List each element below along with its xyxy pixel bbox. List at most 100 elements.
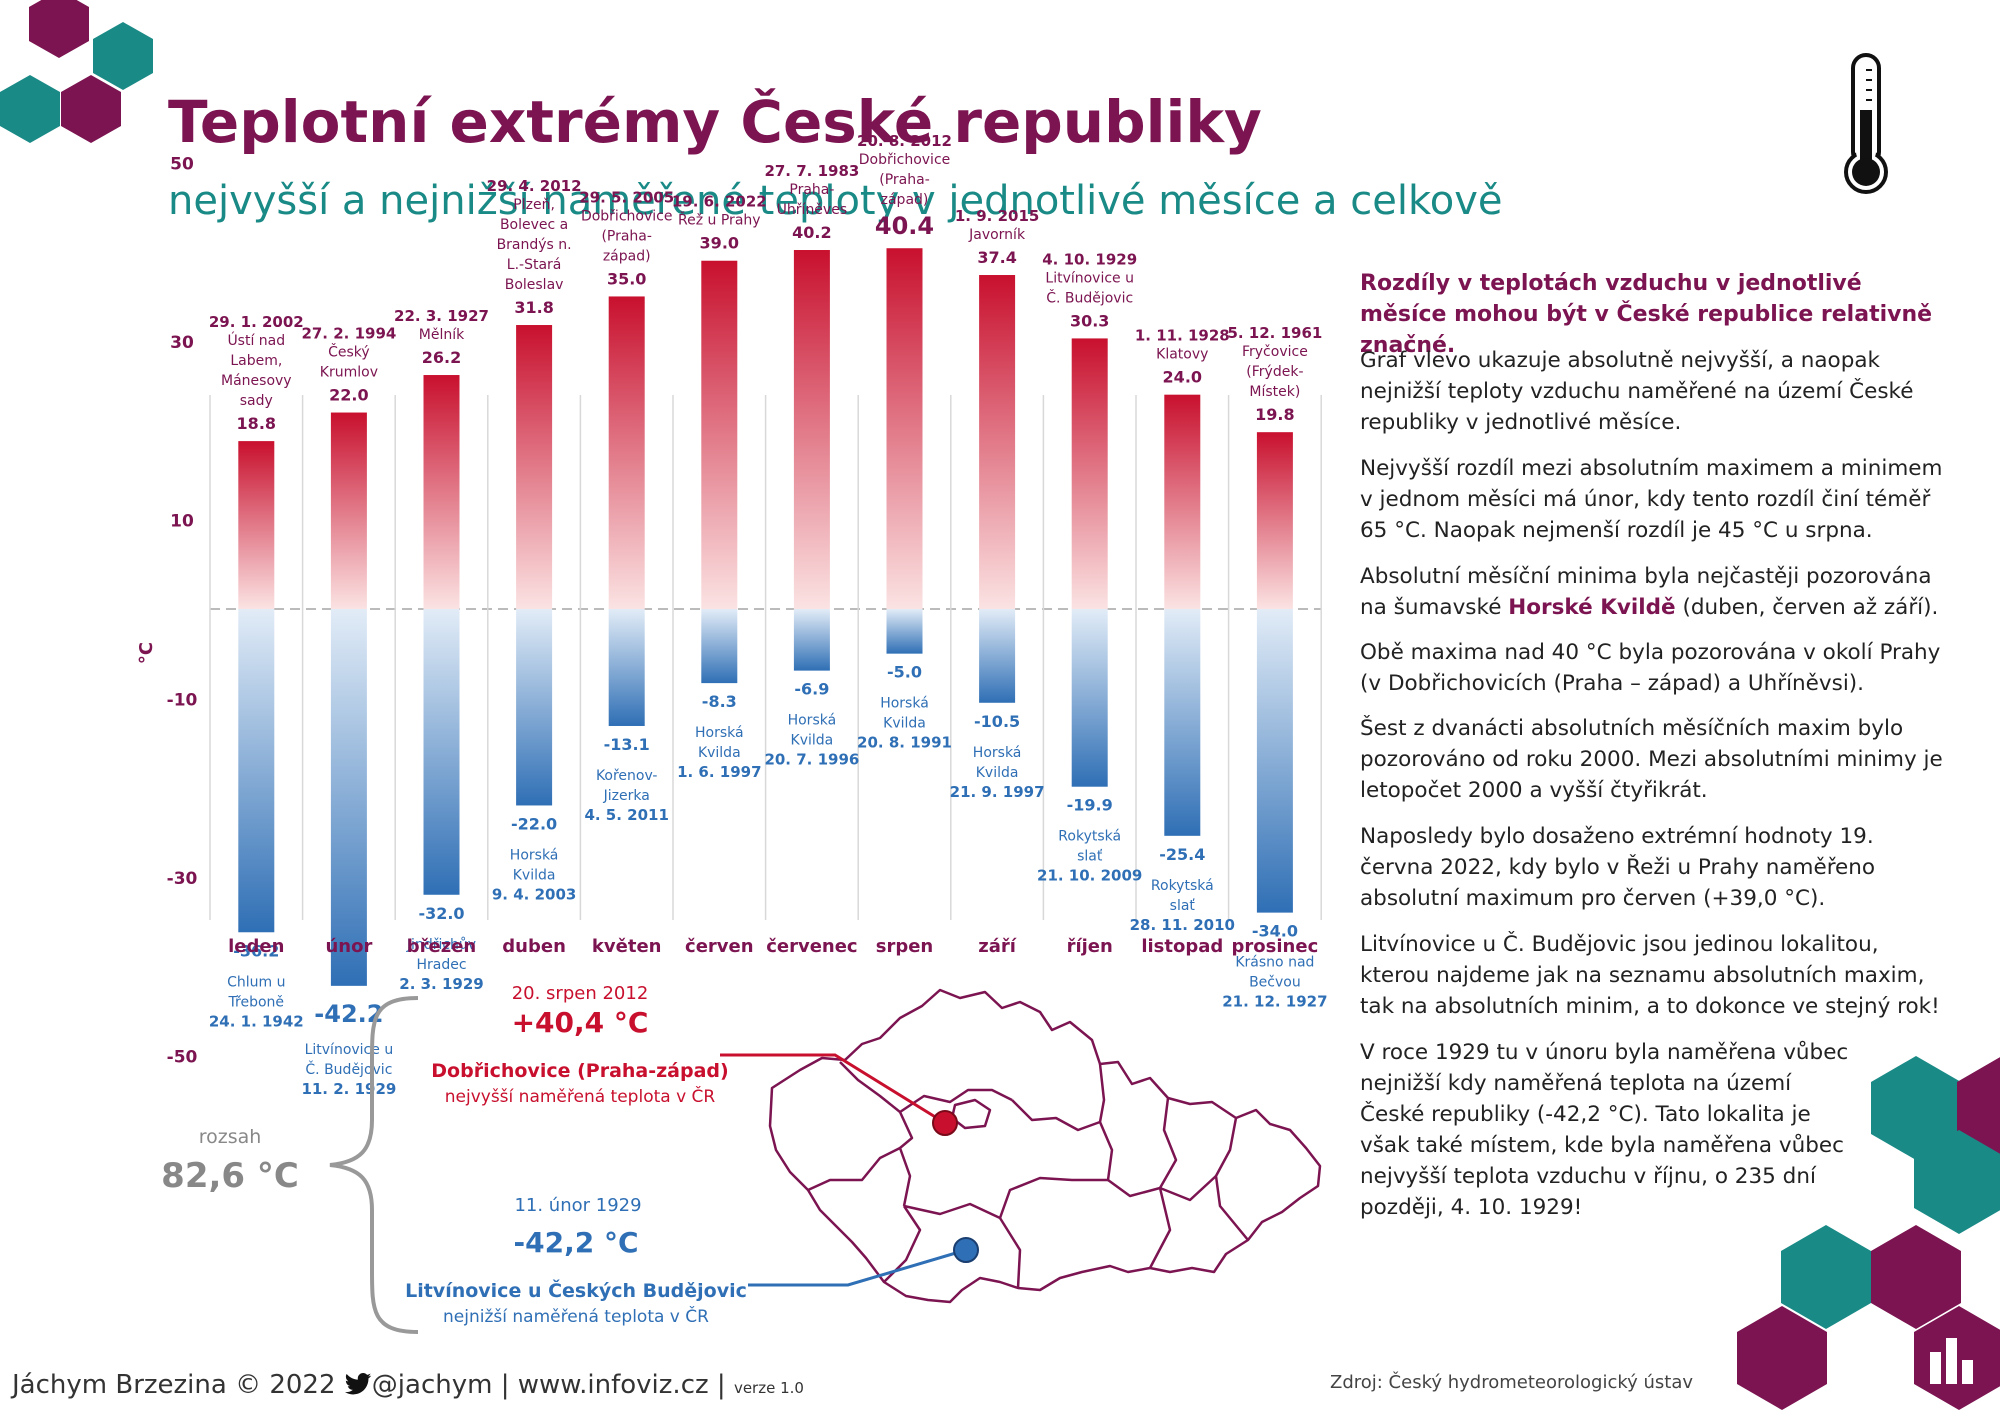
y-axis-label: °C bbox=[136, 642, 157, 664]
max-place-label: Klatovy bbox=[1156, 347, 1208, 363]
min-place-label: slať bbox=[1170, 898, 1196, 914]
max-place-label: Litvínovice u bbox=[1045, 270, 1134, 286]
max-date-label: 29. 4. 2012 bbox=[487, 177, 582, 195]
max-value-label: 31.8 bbox=[514, 298, 553, 317]
max-date-label: 27. 7. 1983 bbox=[764, 162, 859, 180]
text-paragraph-7: Litvínovice u Č. Budějovic jsou jedinou … bbox=[1360, 932, 1940, 1019]
min-location-marker bbox=[953, 1237, 979, 1263]
max-value-label: 24.0 bbox=[1163, 368, 1202, 387]
max-place-label: (Praha- bbox=[879, 172, 930, 188]
record-min-place: Litvínovice u Českých Budějovic bbox=[405, 1278, 747, 1302]
source-note: Zdroj: Český hydrometeorologický ústav bbox=[1330, 1372, 1694, 1393]
max-place-label: Č. Budějovic bbox=[1046, 288, 1133, 306]
max-bar bbox=[423, 375, 460, 609]
min-place-label: Litvínovice u bbox=[305, 1042, 394, 1058]
min-place-label: slať bbox=[1077, 849, 1103, 865]
range-value: 82,6 °C bbox=[161, 1156, 299, 1196]
month-column-listopad: 24.0 Klatovy 1. 11. 1928 -25.4 Rokytská slať 2… bbox=[1130, 327, 1235, 957]
website-link[interactable]: www.infoviz.cz bbox=[517, 1370, 709, 1400]
min-bar bbox=[793, 609, 830, 671]
version-label: verze 1.0 bbox=[733, 1379, 804, 1397]
max-bar bbox=[886, 248, 923, 609]
max-leader-line bbox=[720, 1053, 946, 1125]
min-value-label: -13.1 bbox=[604, 735, 650, 754]
min-place-label: Jindřichův bbox=[406, 937, 476, 953]
min-bar bbox=[330, 609, 367, 986]
max-bar bbox=[608, 296, 645, 609]
max-place-label: Místek) bbox=[1249, 384, 1300, 400]
text-paragraph-3-c: (duben, červen až září). bbox=[1675, 595, 1939, 620]
y-tick-label: -10 bbox=[167, 690, 198, 710]
max-value-label: 40.4 bbox=[875, 212, 934, 240]
min-bar bbox=[608, 609, 645, 726]
text-paragraph-1: Graf vlevo ukazuje absolutně nejvyšší, a… bbox=[1360, 348, 1914, 435]
max-place-label: Uhříněves bbox=[777, 202, 847, 218]
min-leader-line bbox=[748, 1248, 967, 1287]
month-column-červenec: 40.2 Uhříněves Praha- 27. 7. 1983 -6.9 Horská… bbox=[764, 162, 859, 957]
max-value-label: 26.2 bbox=[422, 348, 461, 367]
month-column-říjen: 30.3 Č. Budějovic Litvínovice u 4. 10. 1929… bbox=[1037, 250, 1142, 957]
month-label: červenec bbox=[766, 936, 857, 957]
month-column-duben: 31.8 Boleslav L.-Stará Brandýs n. Bolevec a P… bbox=[487, 177, 582, 957]
max-place-label: západ) bbox=[881, 192, 929, 208]
max-location-marker bbox=[932, 1110, 958, 1136]
min-place-label: Kvilda bbox=[698, 745, 741, 761]
max-place-label: Labem, bbox=[230, 353, 282, 369]
max-bar bbox=[979, 275, 1016, 609]
max-place-label: (Praha- bbox=[601, 228, 652, 244]
min-date-label: 20. 7. 1996 bbox=[764, 751, 859, 769]
max-place-label: západ) bbox=[603, 248, 651, 264]
y-tick-label: 50 bbox=[170, 155, 194, 175]
min-value-label: -10.5 bbox=[974, 712, 1020, 731]
month-column-prosinec: 19.8 Místek) (Frýdek- Fryčovice 5. 12. 1961 -… bbox=[1222, 324, 1327, 1010]
max-place-label: Praha- bbox=[789, 182, 834, 198]
min-place-label: Kvilda bbox=[976, 765, 1019, 781]
min-place-label: Bečvou bbox=[1249, 975, 1301, 991]
min-value-label: -25.4 bbox=[1159, 845, 1205, 864]
record-max-place: Dobřichovice (Praha-západ) bbox=[431, 1060, 728, 1082]
min-value-label: -36.2 bbox=[233, 941, 279, 960]
min-value-label: -6.9 bbox=[794, 680, 829, 699]
max-place-label: Boleslav bbox=[505, 277, 564, 293]
y-tick-label: 10 bbox=[170, 512, 194, 532]
min-bar bbox=[701, 609, 738, 684]
min-date-label: 21. 10. 2009 bbox=[1037, 867, 1142, 885]
max-value-label: 35.0 bbox=[607, 269, 646, 288]
month-label: listopad bbox=[1141, 936, 1223, 957]
min-place-label: Krásno nad bbox=[1235, 955, 1314, 971]
author: Jáchym Brzezina © 2022 bbox=[12, 1370, 336, 1400]
max-place-label: Javorník bbox=[968, 227, 1026, 243]
max-value-label: 22.0 bbox=[329, 386, 368, 405]
min-place-label: Hradec bbox=[416, 957, 466, 973]
max-place-label: Fryčovice bbox=[1242, 344, 1308, 360]
min-value-label: -42.2 bbox=[314, 1000, 383, 1028]
summary-section: rozsah 82,6 °C 20. srpen 2012 +40,4 °C D… bbox=[161, 983, 1322, 1334]
month-label: srpen bbox=[876, 936, 934, 957]
twitter-handle[interactable]: @jachym bbox=[371, 1370, 493, 1400]
min-date-label: 9. 4. 2003 bbox=[492, 885, 576, 903]
min-place-label: Horská bbox=[880, 696, 929, 712]
min-date-label: 11. 2. 1929 bbox=[301, 1080, 396, 1098]
min-value-label: -5.0 bbox=[887, 663, 922, 682]
twitter-icon bbox=[344, 1373, 371, 1395]
max-place-label: Mánesovy bbox=[221, 373, 292, 389]
min-value-label: -32.0 bbox=[418, 904, 464, 923]
max-bar bbox=[1164, 394, 1201, 609]
max-value-label: 19.8 bbox=[1255, 405, 1294, 424]
chart-axis: °C 50 30 10 -10 -30 -50 bbox=[136, 155, 1322, 1068]
min-bar bbox=[1256, 609, 1293, 913]
max-place-label: Ústí nad bbox=[227, 331, 285, 349]
text-paragraph-5: Šest z dvanácti absolutních měsíčních ma… bbox=[1360, 716, 1943, 803]
y-tick-label: 30 bbox=[170, 333, 194, 353]
max-place-label: Mělník bbox=[419, 327, 465, 343]
month-column-září: 37.4 Javorník 1. 9. 2015 -10.5 Horská Kvilda 2… bbox=[950, 207, 1045, 957]
max-bar bbox=[516, 325, 553, 609]
intro-text: Rozdíly v teplotách vzduchu v jednotlivé… bbox=[1360, 271, 1933, 358]
min-place-label: Kvilda bbox=[513, 867, 556, 883]
y-tick-label: -30 bbox=[167, 869, 198, 889]
min-place-label: Horská bbox=[695, 725, 744, 741]
min-place-label: Horská bbox=[788, 713, 837, 729]
czech-map bbox=[768, 988, 1322, 1304]
